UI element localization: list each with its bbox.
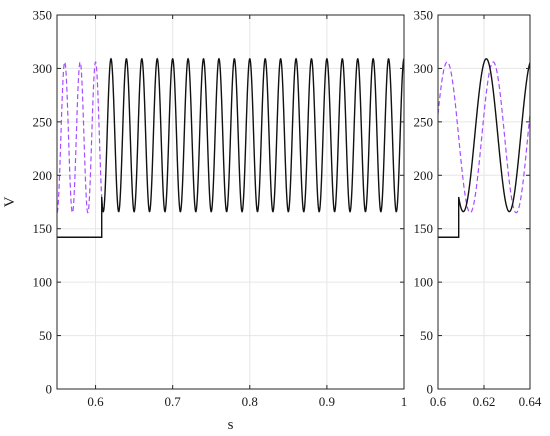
reference-series-line: [438, 61, 530, 214]
panel-zoom: 0.6 0.62 0.64 0 50 100 150 200 250 300 350: [414, 8, 542, 410]
y-tick-label: 150: [33, 221, 53, 236]
x-axis-label: s: [228, 417, 234, 433]
y-tick-label: 150: [414, 221, 434, 236]
x-tick-label: 0.64: [519, 394, 542, 409]
y-tick-label: 300: [414, 61, 434, 76]
y-tick-label: 300: [33, 61, 53, 76]
y-tick-label: 50: [39, 328, 52, 343]
y-tick-label: 250: [414, 114, 434, 129]
y-tick-label: 0: [427, 382, 434, 397]
x-tick-label: 0.62: [473, 394, 496, 409]
y-tick-label: 350: [414, 8, 434, 23]
x-tick-label: 1: [401, 394, 408, 409]
y-tick-label: 200: [33, 168, 53, 183]
y-tick-label: 100: [414, 275, 434, 290]
y-tick-label: 350: [33, 8, 53, 23]
plot-frame: [56, 14, 405, 390]
x-tick-label: 0.9: [319, 394, 335, 409]
x-tick-label: 0.6: [87, 394, 104, 409]
panel-main: 0.6 0.7 0.8 0.9 1 0 50 100 150 200 250 300 350 s V: [2, 8, 407, 434]
x-tick-label: 0.7: [165, 394, 182, 409]
y-tick-label: 250: [33, 114, 53, 129]
y-tick-label: 0: [46, 382, 53, 397]
measured-series-line: [438, 58, 530, 238]
y-axis-label: V: [2, 196, 18, 207]
y-tick-label: 100: [33, 275, 53, 290]
y-tick-label: 50: [420, 328, 433, 343]
y-tick-label: 200: [414, 168, 434, 183]
reference-series-line: [57, 61, 103, 214]
x-tick-label: 0.8: [242, 394, 258, 409]
measured-series-line: [57, 57, 404, 238]
x-tick-label: 0.6: [430, 394, 447, 409]
